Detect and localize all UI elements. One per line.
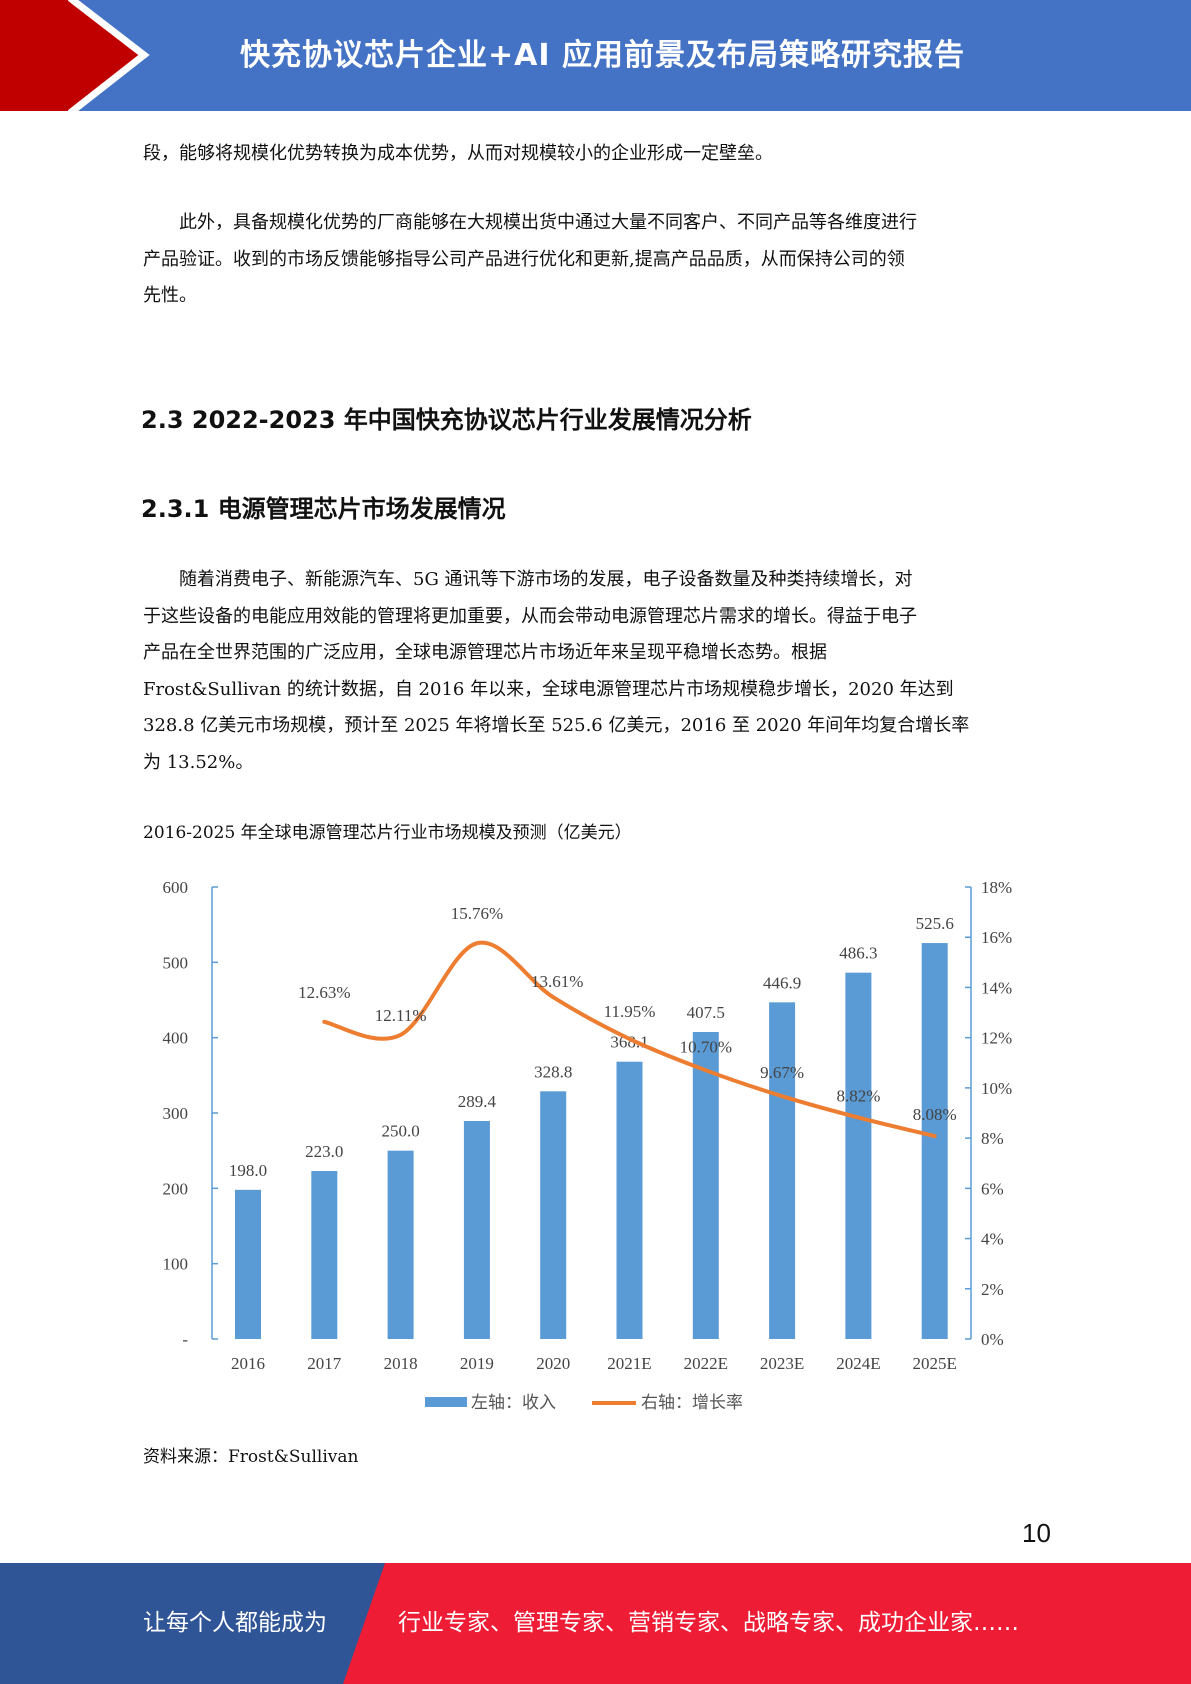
footer-banner: 让每个人都能成为 行业专家、管理专家、营销专家、战略专家、成功企业家…… — [0, 1563, 1191, 1684]
header-arrow-icon — [0, 0, 150, 111]
growth-rate-label: 15.76% — [451, 904, 503, 923]
bar-2017 — [311, 1171, 338, 1339]
x-axis-tick-label: 2025E — [913, 1354, 957, 1373]
bar-2016 — [235, 1189, 261, 1339]
growth-rate-label: 9.67% — [760, 1063, 804, 1082]
right-axis-tick-label: 4% — [981, 1230, 1004, 1249]
text-line: 段，能够将规模化优势转换为成本优势，从而对规模较小的企业形成一定壁垒。 — [143, 143, 773, 164]
left-axis-tick-label: 200 — [163, 1179, 189, 1198]
left-axis-tick-label: 600 — [163, 878, 189, 897]
bar-2025E — [921, 943, 948, 1339]
left-axis-tick-label: - — [182, 1330, 188, 1349]
left-axis-tick-label: 300 — [163, 1104, 189, 1123]
text-line: 产品验证。收到的市场反馈能够指导公司产品进行优化和更新,提高产品品质，从而保持公… — [143, 248, 905, 270]
left-axis-tick-label: 500 — [163, 953, 189, 972]
footer-slogan-right: 行业专家、管理专家、营销专家、战略专家、成功企业家…… — [398, 1610, 1019, 1636]
growth-rate-label: 8.82% — [836, 1087, 880, 1106]
bar-value-label: 446.9 — [763, 973, 801, 992]
right-axis-tick-label: 0% — [981, 1330, 1004, 1349]
header-bar: 快充协议芯片企业+AI 应用前景及布局策略研究报告 — [0, 0, 1191, 111]
x-axis-tick-label: 2023E — [760, 1354, 804, 1373]
x-axis-tick-label: 2022E — [684, 1354, 728, 1373]
x-axis-tick-label: 2021E — [607, 1354, 651, 1373]
right-axis-tick-label: 8% — [981, 1129, 1004, 1148]
growth-rate-label: 12.11% — [375, 1006, 427, 1025]
bar-value-label: 289.4 — [458, 1092, 497, 1111]
text-line: 328.8 亿美元市场规模，预计至 2025 年将增长至 525.6 亿美元，2… — [143, 715, 970, 736]
right-axis-tick-label: 2% — [981, 1280, 1004, 1299]
bar-value-label: 407.5 — [687, 1003, 725, 1022]
bar-2019 — [463, 1120, 490, 1339]
bar-value-label: 198.0 — [229, 1161, 267, 1180]
right-axis-tick-label: 18% — [981, 878, 1012, 897]
text-line: 此外，具备规模化优势的厂商能够在大规模出货中通过大量不同客户、不同产品等各维度进… — [143, 212, 917, 233]
x-axis-tick-label: 2016 — [231, 1354, 265, 1373]
growth-rate-label: 10.70% — [680, 1037, 732, 1056]
paragraph-2: 此外，具备规模化优势的厂商能够在大规模出货中通过大量不同客户、不同产品等各维度进… — [143, 205, 1048, 315]
growth-rate-label: 13.61% — [531, 972, 583, 991]
legend-bar-label: 左轴：收入 — [471, 1393, 556, 1412]
growth-rate-line — [322, 940, 937, 1139]
bar-value-label: 368.1 — [610, 1033, 648, 1052]
footer-background — [0, 1563, 1191, 1684]
bar-value-label: 525.6 — [916, 914, 954, 933]
legend-bar-swatch — [425, 1397, 467, 1407]
page-number: 10 — [1022, 1518, 1051, 1548]
right-axis-tick-label: 16% — [981, 928, 1012, 947]
x-axis-tick-label: 2018 — [384, 1354, 418, 1373]
chart: - 100 200 300 400 500 600 0% 2% 4% 6% 8% 10% 12% 14% 16… — [163, 878, 1013, 1412]
bar-value-label: 486.3 — [839, 944, 877, 963]
x-axis-tick-label: 2024E — [836, 1354, 880, 1373]
bar-2023E — [769, 1002, 796, 1339]
right-axis-tick-label: 10% — [981, 1079, 1012, 1098]
text-line: Frost&Sullivan 的统计数据，自 2016 年以来，全球电源管理芯片… — [143, 678, 954, 700]
bar-value-label: 223.0 — [305, 1142, 343, 1161]
bar-2021E — [616, 1061, 643, 1339]
section-heading: 2.3 2022-2023 年中国快充协议芯片行业发展情况分析 — [141, 406, 752, 434]
source-note: 资料来源：Frost&Sullivan — [143, 1447, 359, 1467]
text-line: 为 13.52%。 — [143, 751, 254, 773]
text-line: 随着消费电子、新能源汽车、5G 通讯等下游市场的发展，电子设备数量及种类持续增长… — [143, 569, 913, 590]
growth-rate-label: 12.63% — [298, 983, 350, 1002]
footer-slogan-left: 让每个人都能成为 — [143, 1610, 327, 1636]
paragraph-3: 随着消费电子、新能源汽车、5G 通讯等下游市场的发展，电子设备数量及种类持续增长… — [143, 562, 1048, 781]
text-line: 于这些设备的电能应用效能的管理将更加重要，从而会带动电源管理芯片需求的增长。得益… — [143, 605, 917, 627]
x-axis-tick-label: 2017 — [307, 1354, 342, 1373]
right-axis-tick-label: 12% — [981, 1029, 1012, 1048]
left-axis-tick-label: 100 — [163, 1255, 189, 1274]
bar-value-label: 250.0 — [381, 1122, 419, 1141]
subsection-heading: 2.3.1 电源管理芯片市场发展情况 — [141, 495, 506, 523]
bar-2024E — [845, 972, 872, 1339]
right-axis-tick-label: 14% — [981, 978, 1012, 997]
paragraph-1: 段，能够将规模化优势转换为成本优势，从而对规模较小的企业形成一定壁垒。 — [143, 136, 1048, 173]
chart-caption: 2016-2025 年全球电源管理芯片行业市场规模及预测（亿美元） — [143, 823, 632, 843]
bar-value-label: 328.8 — [534, 1062, 572, 1081]
text-line: 先性。 — [143, 285, 197, 306]
bar-2022E — [692, 1032, 719, 1339]
growth-rate-label: 11.95% — [604, 1002, 656, 1021]
legend-line-label: 右轴：增长率 — [641, 1393, 743, 1412]
bar-2018 — [387, 1150, 414, 1339]
header-title: 快充协议芯片企业+AI 应用前景及布局策略研究报告 — [240, 38, 965, 73]
left-axis-tick-label: 400 — [163, 1029, 189, 1048]
bar-2020 — [540, 1091, 567, 1339]
growth-rate-label: 8.08% — [913, 1105, 957, 1124]
right-axis-tick-label: 6% — [981, 1179, 1004, 1198]
x-axis-tick-label: 2019 — [460, 1354, 494, 1373]
x-axis-tick-label: 2020 — [536, 1354, 570, 1373]
text-line: 产品在全世界范围的广泛应用，全球电源管理芯片市场近年来呈现平稳增长态势。根据 — [143, 642, 827, 663]
